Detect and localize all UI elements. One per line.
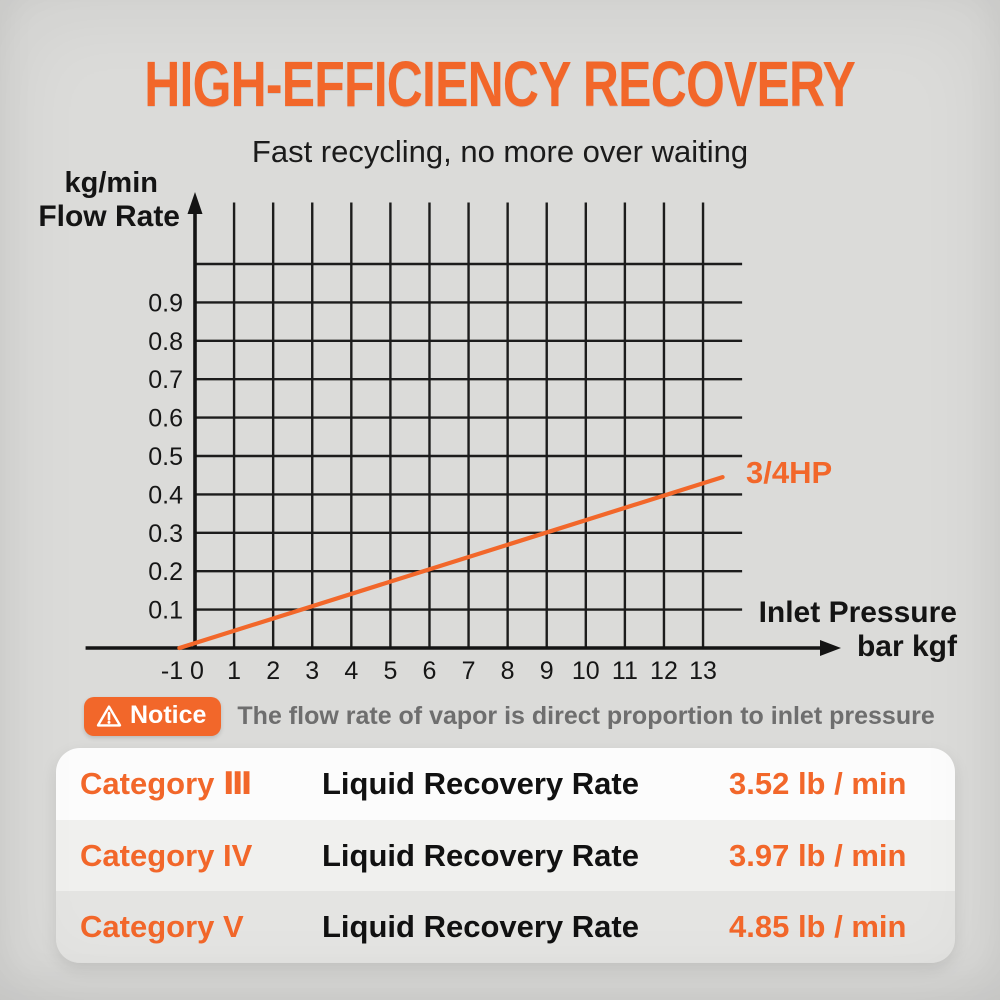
y-tick-label: 0.5 <box>148 443 183 471</box>
flow-rate-chart: 0.10.20.30.40.50.60.70.80.9-1 0 1 2 3 4 5 6 7 8 9 1… <box>85 192 841 685</box>
x-axis-label: Inlet Pressure <box>758 596 957 629</box>
x-tick-label: 1 <box>227 657 241 685</box>
series-label-34hp: 3/4HP <box>746 455 833 490</box>
x-tick-label: 3 <box>305 657 319 685</box>
x-tick-label: 0 <box>190 657 204 685</box>
value-cell: 3.97 lb / min <box>729 837 907 873</box>
page-title-text: HIGH-EFFICIENCY RECOVERY <box>144 48 857 120</box>
x-tick-label: 9 <box>540 657 554 685</box>
y-axis-title: kg/min Flow Rate <box>0 167 186 233</box>
metric-cell: Liquid Recovery Rate <box>322 909 639 945</box>
x-tick-label: 11 <box>612 657 638 685</box>
page-subtitle: Fast recycling, no more over waiting <box>251 134 749 169</box>
series-line <box>177 475 725 651</box>
x-tick-label: -1 <box>161 657 183 685</box>
x-axis-arrow <box>820 640 841 656</box>
metric-cell: Liquid Recovery Rate <box>322 765 639 801</box>
y-tick-label: 0.1 <box>148 597 183 625</box>
page-title: HIGH-EFFICIENCY RECOVERY <box>0 52 1000 116</box>
category-cell: Category V <box>80 909 244 945</box>
table-row: Category V Liquid Recovery Rate 4.85 lb … <box>56 891 955 963</box>
table-row: Category Ⅲ Liquid Recovery Rate 3.52 lb … <box>56 748 955 820</box>
value-cell: 3.52 lb / min <box>729 765 907 801</box>
y-axis-label: Flow Rate <box>38 200 180 233</box>
y-axis-unit: kg/min <box>64 167 158 199</box>
notice-text: The flow rate of vapor is direct proport… <box>237 702 935 730</box>
notice-badge-label: Notice <box>130 701 207 729</box>
recovery-rate-table: Category Ⅲ Liquid Recovery Rate 3.52 lb … <box>56 748 955 963</box>
value-cell: 4.85 lb / min <box>729 909 907 945</box>
y-tick-label: 0.2 <box>148 558 183 586</box>
y-axis-arrow <box>187 192 203 214</box>
x-tick-label: 8 <box>501 657 515 685</box>
warning-triangle-icon <box>96 704 122 727</box>
x-tick-label: 4 <box>344 657 358 685</box>
x-tick-label: 2 <box>266 657 280 685</box>
y-tick-label: 0.6 <box>148 405 183 433</box>
x-tick-label: 10 <box>572 657 600 685</box>
x-tick-label: 13 <box>689 657 717 685</box>
y-tick-label: 0.9 <box>148 289 183 317</box>
y-tick-label: 0.8 <box>148 328 183 356</box>
x-axis-unit: bar kgf <box>856 630 957 663</box>
category-cell: Category Ⅲ <box>80 765 253 801</box>
table-row: Category IV Liquid Recovery Rate 3.97 lb… <box>56 819 955 892</box>
notice-badge: Notice <box>84 697 222 736</box>
y-tick-label: 0.4 <box>148 481 183 509</box>
y-tick-label: 0.7 <box>148 366 183 394</box>
notice-row: Notice The flow rate of vapor is direct … <box>84 697 964 736</box>
x-tick-label: 6 <box>423 657 437 685</box>
y-tick-label: 0.3 <box>148 520 183 548</box>
category-cell: Category IV <box>80 837 253 873</box>
metric-cell: Liquid Recovery Rate <box>322 837 639 873</box>
x-tick-label: 5 <box>383 657 397 685</box>
x-tick-label: 7 <box>462 657 476 685</box>
x-axis-title: Inlet Pressure bar kgf <box>700 596 957 664</box>
x-tick-label: 12 <box>650 657 678 685</box>
